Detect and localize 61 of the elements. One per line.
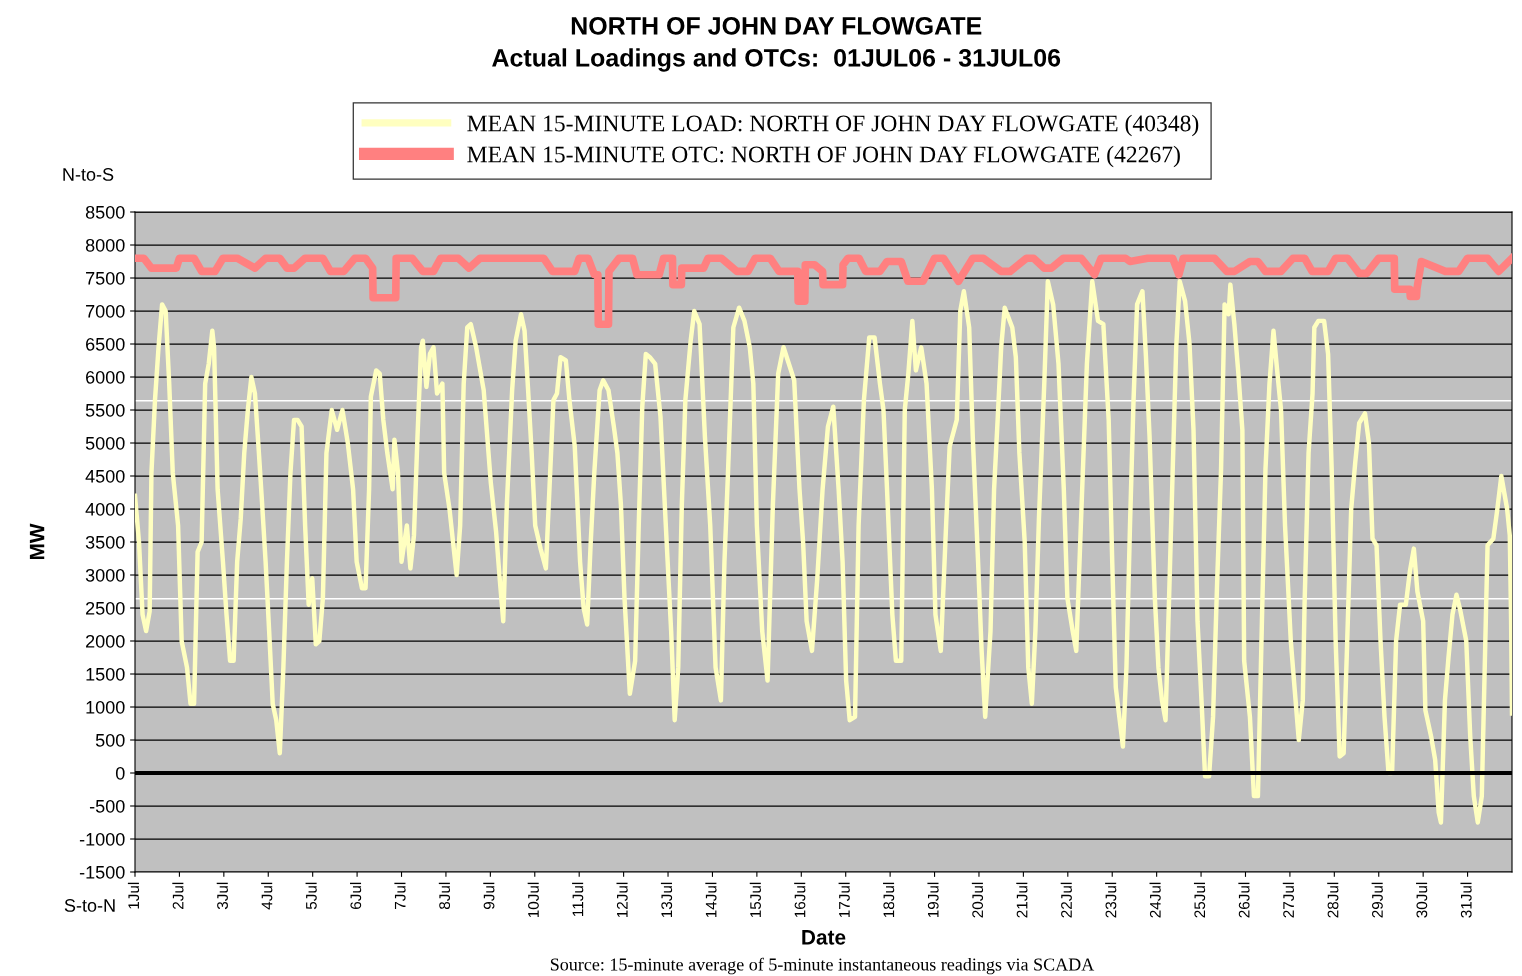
x-tick-label: 18Jul [883, 882, 895, 918]
y-tick-label: 2000 [86, 634, 125, 648]
source-note: Source: 15-minute average of 5-minute instantaneous readings via SCADA [550, 957, 1095, 975]
x-tick-label: 21Jul [1016, 882, 1028, 918]
x-tick-label: 15Jul [749, 882, 761, 918]
y-tick-label: -1500 [79, 865, 125, 879]
y-tick-label: 1000 [86, 700, 125, 714]
x-tick-label: 19Jul [927, 882, 939, 918]
y-tick-label: 7500 [86, 271, 125, 285]
x-tick-label: 6Jul [349, 882, 362, 909]
x-tick-label: 26Jul [1238, 882, 1250, 918]
x-tick-label: 17Jul [838, 882, 850, 918]
x-tick-label: 27Jul [1282, 882, 1294, 918]
x-tick-label: 8Jul [438, 882, 451, 910]
y-axis-title: MW [29, 523, 45, 560]
x-tick-label: 31Jul [1460, 882, 1472, 918]
y-tick-label: 6500 [86, 337, 125, 351]
x-tick-label: 30Jul [1416, 882, 1428, 918]
x-tick-label: 9Jul [483, 882, 495, 910]
y-tick-label: 500 [95, 733, 125, 747]
y-tick-label: 0 [115, 766, 125, 780]
y-tick-label: -500 [89, 799, 125, 813]
x-tick-label: 2Jul [172, 882, 184, 909]
y-tick-label: 8000 [85, 238, 125, 252]
text: N-to-S [63, 168, 114, 181]
x-tick-label: 29Jul [1371, 882, 1383, 918]
y-tick-label: 5000 [85, 436, 125, 450]
y-tick-label: 1500 [86, 667, 125, 681]
x-tick-label: 7Jul [394, 882, 406, 909]
y-tick-label: -1000 [79, 832, 125, 846]
x-tick-label: 24Jul [1149, 882, 1161, 918]
chart-title: NORTH OF JOHN DAY FLOWGATE [571, 17, 982, 35]
x-tick-label: 5Jul [305, 882, 317, 910]
x-tick-label: 22Jul [1060, 882, 1072, 918]
y-tick-label: 8500 [85, 205, 125, 219]
text: S-to-N [64, 899, 115, 912]
x-tick-label: 28Jul [1327, 882, 1339, 918]
y-tick-label: 3500 [85, 535, 125, 549]
x-tick-label: 10Jul [527, 882, 539, 918]
x-tick-label: 12Jul [616, 882, 628, 918]
legend-label: MEAN 15-MINUTE LOAD: NORTH OF JOHN DAY FLOWGATE (40348) [467, 114, 1199, 137]
x-tick-label: 25Jul [1193, 882, 1206, 918]
x-tick-label: 4Jul [261, 882, 273, 910]
y-tick-label: 6000 [86, 370, 125, 384]
legend-label: MEAN 15-MINUTE OTC: NORTH OF JOHN DAY FLOWGATE (42267) [467, 145, 1180, 168]
x-tick-label: 14Jul [705, 882, 717, 918]
x-tick-label: 13Jul [660, 882, 673, 918]
x-tick-label: 23Jul [1105, 882, 1117, 918]
y-tick-label: 4000 [85, 502, 125, 516]
chart-subtitle: Actual Loadings and OTCs: 01JUL06 - 31JUL06 [492, 48, 1061, 72]
y-tick-label: 2500 [86, 601, 125, 615]
x-tick-label: 1Jul [127, 882, 140, 909]
x-tick-label: 20Jul [971, 882, 984, 918]
x-tick-label: 3Jul [216, 882, 228, 910]
x-axis-title: Date [802, 930, 846, 945]
y-tick-label: 5500 [85, 403, 125, 417]
x-tick-label: 11Jul [572, 882, 584, 916]
x-tick-label: 16Jul [794, 882, 806, 918]
y-tick-label: 4500 [85, 469, 125, 483]
y-tick-label: 3000 [85, 568, 125, 582]
y-tick-label: 7000 [86, 304, 125, 318]
